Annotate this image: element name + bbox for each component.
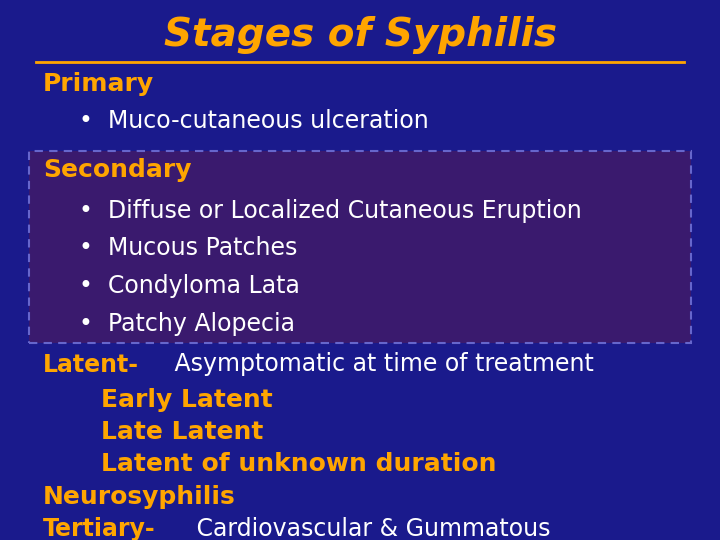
Text: Latent-: Latent- bbox=[43, 353, 139, 376]
Text: Early Latent: Early Latent bbox=[101, 388, 273, 411]
Text: Neurosyphilis: Neurosyphilis bbox=[43, 485, 236, 509]
Text: Secondary: Secondary bbox=[43, 158, 192, 182]
Text: Latent of unknown duration: Latent of unknown duration bbox=[101, 453, 496, 476]
Text: Late Latent: Late Latent bbox=[101, 420, 264, 444]
Text: •  Diffuse or Localized Cutaneous Eruption: • Diffuse or Localized Cutaneous Eruptio… bbox=[79, 199, 582, 222]
Text: Tertiary-: Tertiary- bbox=[43, 517, 156, 540]
Text: Asymptomatic at time of treatment: Asymptomatic at time of treatment bbox=[167, 353, 594, 376]
FancyBboxPatch shape bbox=[29, 151, 691, 343]
Text: •  Condyloma Lata: • Condyloma Lata bbox=[79, 274, 300, 298]
Text: Primary: Primary bbox=[43, 72, 154, 96]
Text: •  Mucous Patches: • Mucous Patches bbox=[79, 237, 297, 260]
Text: •  Muco-cutaneous ulceration: • Muco-cutaneous ulceration bbox=[79, 110, 429, 133]
Text: •  Patchy Alopecia: • Patchy Alopecia bbox=[79, 312, 295, 336]
Text: Cardiovascular & Gummatous: Cardiovascular & Gummatous bbox=[189, 517, 550, 540]
Text: Stages of Syphilis: Stages of Syphilis bbox=[163, 16, 557, 54]
